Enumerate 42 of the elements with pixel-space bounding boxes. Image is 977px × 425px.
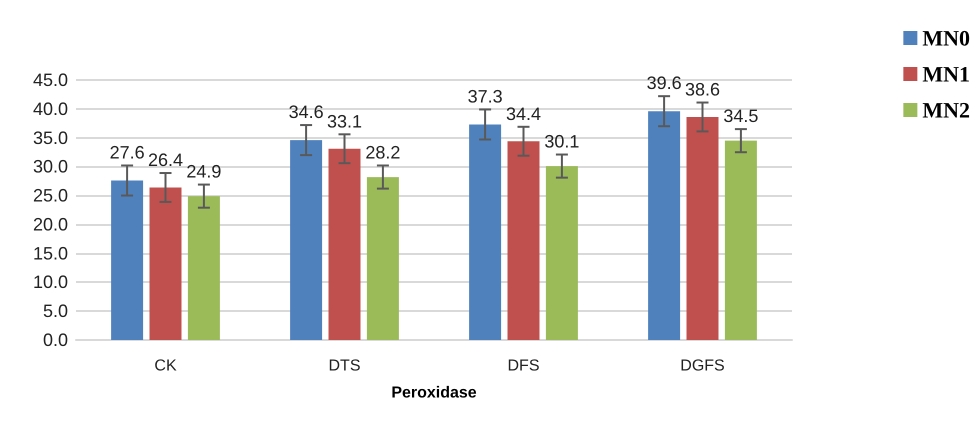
data-label: 28.2 [365, 142, 400, 163]
y-tick-label: 15.0 [32, 243, 68, 264]
legend-label: MN2 [922, 98, 970, 122]
x-tick-label: DTS [328, 358, 360, 374]
x-tick-label: CK [154, 358, 177, 374]
legend-label: MN0 [922, 26, 970, 50]
data-label: 24.9 [186, 162, 222, 182]
data-label: 34.5 [723, 106, 758, 126]
bar [546, 166, 578, 340]
y-tick-label: 30.0 [32, 156, 68, 177]
bar [366, 177, 399, 340]
y-tick-label: 40.0 [32, 98, 68, 119]
data-label: 30.1 [544, 132, 580, 152]
data-label: 38.6 [684, 80, 720, 100]
bar [686, 116, 718, 340]
legend-label: MN1 [922, 62, 970, 86]
bar [150, 187, 182, 340]
data-label: 27.6 [110, 142, 145, 163]
data-label: 37.3 [468, 86, 503, 106]
data-label: 26.4 [148, 150, 184, 170]
bar [111, 180, 144, 340]
bar [508, 141, 540, 340]
data-label: 34.6 [288, 102, 324, 122]
y-tick-label: 45.0 [32, 70, 68, 90]
bar [328, 148, 360, 340]
data-label: 39.6 [646, 73, 682, 94]
y-tick-label: 35.0 [32, 128, 68, 148]
y-tick-label: 5.0 [42, 301, 68, 322]
y-tick-label: 0.0 [42, 330, 68, 350]
bar [469, 124, 502, 340]
data-label: 34.4 [506, 104, 542, 124]
data-label: 33.1 [326, 111, 362, 132]
y-tick-label: 20.0 [32, 214, 68, 234]
bar [188, 196, 220, 340]
y-tick-label: 10.0 [32, 272, 68, 292]
bar [724, 140, 757, 340]
x-tick-label: DGFS [680, 358, 725, 374]
bar [290, 140, 322, 340]
y-tick-label: 25.0 [32, 186, 68, 206]
bar [648, 111, 680, 340]
x-tick-label: DFS [508, 358, 540, 374]
x-axis-title: Peroxidase [391, 384, 477, 402]
